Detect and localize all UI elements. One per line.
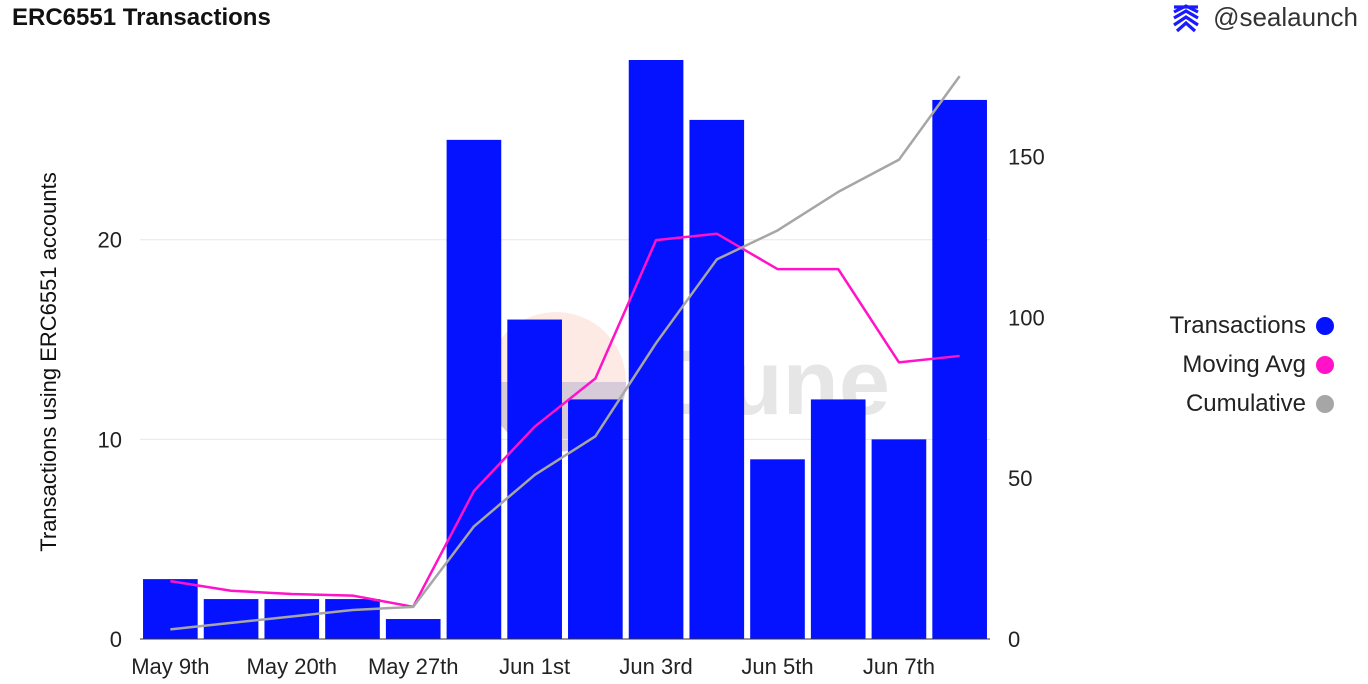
x-tick-label: Jun 1st [499,654,570,679]
legend-label: Cumulative [1185,389,1306,417]
legend-dot-icon [1316,394,1334,413]
bar[interactable] [446,139,502,640]
chart-title: ERC6551 Transactions [12,4,271,31]
legend-item-moving-avg[interactable]: Moving Avg [1120,345,1334,384]
bar[interactable] [203,599,259,639]
legend-label: Moving Avg [1182,350,1306,378]
bar[interactable] [689,119,745,640]
sealaunch-logo-icon [1173,3,1199,32]
bar[interactable] [143,579,198,639]
bar[interactable] [325,599,380,639]
bar[interactable] [385,619,441,639]
legend-item-cumulative[interactable]: Cumulative [1120,384,1334,423]
x-tick-label: Jun 3rd [619,654,692,679]
y2-tick-label: 50 [1008,466,1032,491]
y-tick-label: 20 [98,228,122,253]
x-tick-label: Jun 5th [741,654,813,679]
legend-dot-icon [1316,316,1334,335]
x-tick-label: Jun 7th [863,654,935,679]
y-tick-label: 0 [110,627,122,652]
bar[interactable] [507,319,562,639]
y-axis-label: Transactions using ERC6551 accounts [36,172,61,552]
legend-label: Transactions [1169,311,1307,339]
x-tick-label: May 20th [247,654,338,679]
y-tick-label: 10 [98,427,122,452]
bar[interactable] [628,60,684,639]
y2-tick-label: 100 [1008,305,1045,330]
bar[interactable] [932,99,987,640]
line-cumulative [170,75,961,631]
line-moving-avg [170,232,960,609]
y2-tick-label: 0 [1008,627,1020,652]
legend[interactable]: Transactions Moving Avg Cumulative [1120,306,1334,423]
x-tick-label: May 27th [368,654,459,679]
bar[interactable] [810,399,866,639]
x-tick-label: May 9th [131,654,209,679]
brand[interactable]: @sealaunch [1171,2,1358,33]
brand-handle: @sealaunch [1213,2,1358,32]
bar[interactable] [568,399,623,639]
y2-tick-label: 150 [1008,145,1045,170]
legend-item-transactions[interactable]: Transactions [1120,306,1334,345]
legend-dot-icon [1316,355,1334,374]
bar[interactable] [871,439,927,639]
bar[interactable] [750,459,805,639]
